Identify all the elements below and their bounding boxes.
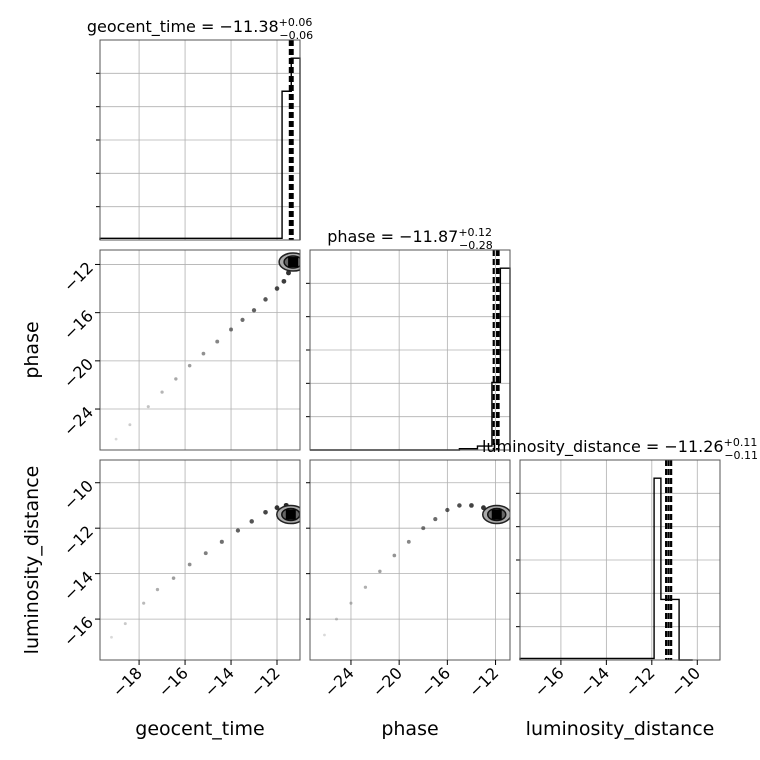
x-axis-label: luminosity_distance <box>526 718 715 740</box>
histogram-bar <box>519 477 693 661</box>
scatter-point <box>406 539 411 544</box>
y-tick-label: −12 <box>60 522 97 559</box>
scatter-point <box>263 509 268 515</box>
histogram-bar <box>99 57 301 240</box>
scatter-point <box>392 553 397 558</box>
scatter-point <box>335 617 338 621</box>
x-axis-label: geocent_time <box>135 718 264 740</box>
scatter-point <box>249 519 254 524</box>
title-minus-error: −0.11 <box>724 449 758 462</box>
scatter-point <box>123 622 127 626</box>
histogram-panel <box>99 39 301 241</box>
panel-title: geocent_time = −11.38+0.06 −0.06 <box>87 16 313 42</box>
y-tick-label: −24 <box>60 403 97 440</box>
density-peak-marker <box>285 509 296 520</box>
scatter-point <box>187 562 192 567</box>
scatter-layer <box>114 252 300 441</box>
scatter-point <box>219 539 224 544</box>
scatter-panel <box>309 459 511 661</box>
x-axis-label: phase <box>381 718 438 740</box>
scatter-point <box>457 503 462 508</box>
x-tick-label: −16 <box>530 663 567 700</box>
density-peak-marker <box>491 509 502 520</box>
title-plus-error: +0.12 <box>458 226 492 239</box>
scatter-point <box>349 601 353 605</box>
x-tick-label: −10 <box>667 663 704 700</box>
scatter-point <box>251 308 257 313</box>
density-peak-marker <box>288 257 299 268</box>
x-tick-label: −16 <box>417 663 454 700</box>
scatter-point <box>110 635 113 639</box>
scatter-point <box>187 363 192 368</box>
scatter-panel <box>99 459 301 661</box>
scatter-layer <box>323 503 510 637</box>
scatter-point <box>155 587 160 592</box>
histogram-bar <box>310 267 511 451</box>
scatter-point <box>146 405 150 409</box>
scatter-point <box>160 390 164 394</box>
x-tick-label: −24 <box>320 663 357 700</box>
y-axis-label: phase <box>21 321 43 378</box>
scatter-point <box>128 423 132 427</box>
scatter-point <box>274 505 280 511</box>
x-tick-label: −18 <box>109 663 146 700</box>
y-tick-label: −14 <box>60 567 97 604</box>
title-minus-error: −0.06 <box>279 29 313 42</box>
scatter-panel <box>99 249 301 451</box>
scatter-point <box>274 286 280 291</box>
y-tick-label: −16 <box>60 613 97 650</box>
scatter-point <box>240 317 245 322</box>
panel-title: luminosity_distance = −11.26+0.11 −0.11 <box>482 436 758 462</box>
scatter-point <box>323 633 326 637</box>
y-tick-label: −16 <box>60 306 97 343</box>
panel-title: phase = −11.87+0.12 −0.28 <box>327 226 493 252</box>
y-tick-label: −10 <box>60 476 97 513</box>
scatter-point <box>421 526 426 531</box>
x-tick-label: −20 <box>369 663 406 700</box>
title-plus-error: +0.06 <box>279 16 313 29</box>
title-value: geocent_time = −11.38 <box>87 17 279 37</box>
scatter-point <box>215 339 220 344</box>
scatter-point <box>174 377 178 381</box>
scatter-point <box>363 585 368 589</box>
x-tick-label: −14 <box>201 663 238 700</box>
scatter-point <box>229 327 234 332</box>
x-tick-label: −12 <box>621 663 658 700</box>
scatter-point <box>201 351 206 356</box>
scatter-point <box>203 551 208 556</box>
x-tick-label: −16 <box>155 663 192 700</box>
histogram-panel <box>309 249 511 451</box>
scatter-point <box>235 528 241 533</box>
scatter-point <box>445 507 450 513</box>
y-tick-label: −12 <box>60 258 97 295</box>
y-axis-label: luminosity_distance <box>21 466 43 655</box>
histogram-panel <box>519 459 721 661</box>
x-tick-label: −14 <box>576 663 613 700</box>
scatter-point <box>281 278 287 284</box>
scatter-point <box>378 569 382 574</box>
title-plus-error: +0.11 <box>724 436 758 449</box>
title-value: phase = −11.87 <box>327 227 458 246</box>
title-minus-error: −0.28 <box>459 239 493 252</box>
scatter-point <box>114 437 118 441</box>
scatter-layer <box>110 502 300 639</box>
scatter-point <box>286 270 291 276</box>
x-tick-label: −12 <box>465 663 502 700</box>
scatter-point <box>142 601 146 605</box>
scatter-point <box>263 297 268 302</box>
x-tick-label: −12 <box>247 663 284 700</box>
y-tick-label: −20 <box>60 354 97 391</box>
title-value: luminosity_distance = −11.26 <box>482 437 724 457</box>
scatter-point <box>469 503 474 508</box>
scatter-point <box>433 517 438 522</box>
scatter-point <box>171 576 176 580</box>
